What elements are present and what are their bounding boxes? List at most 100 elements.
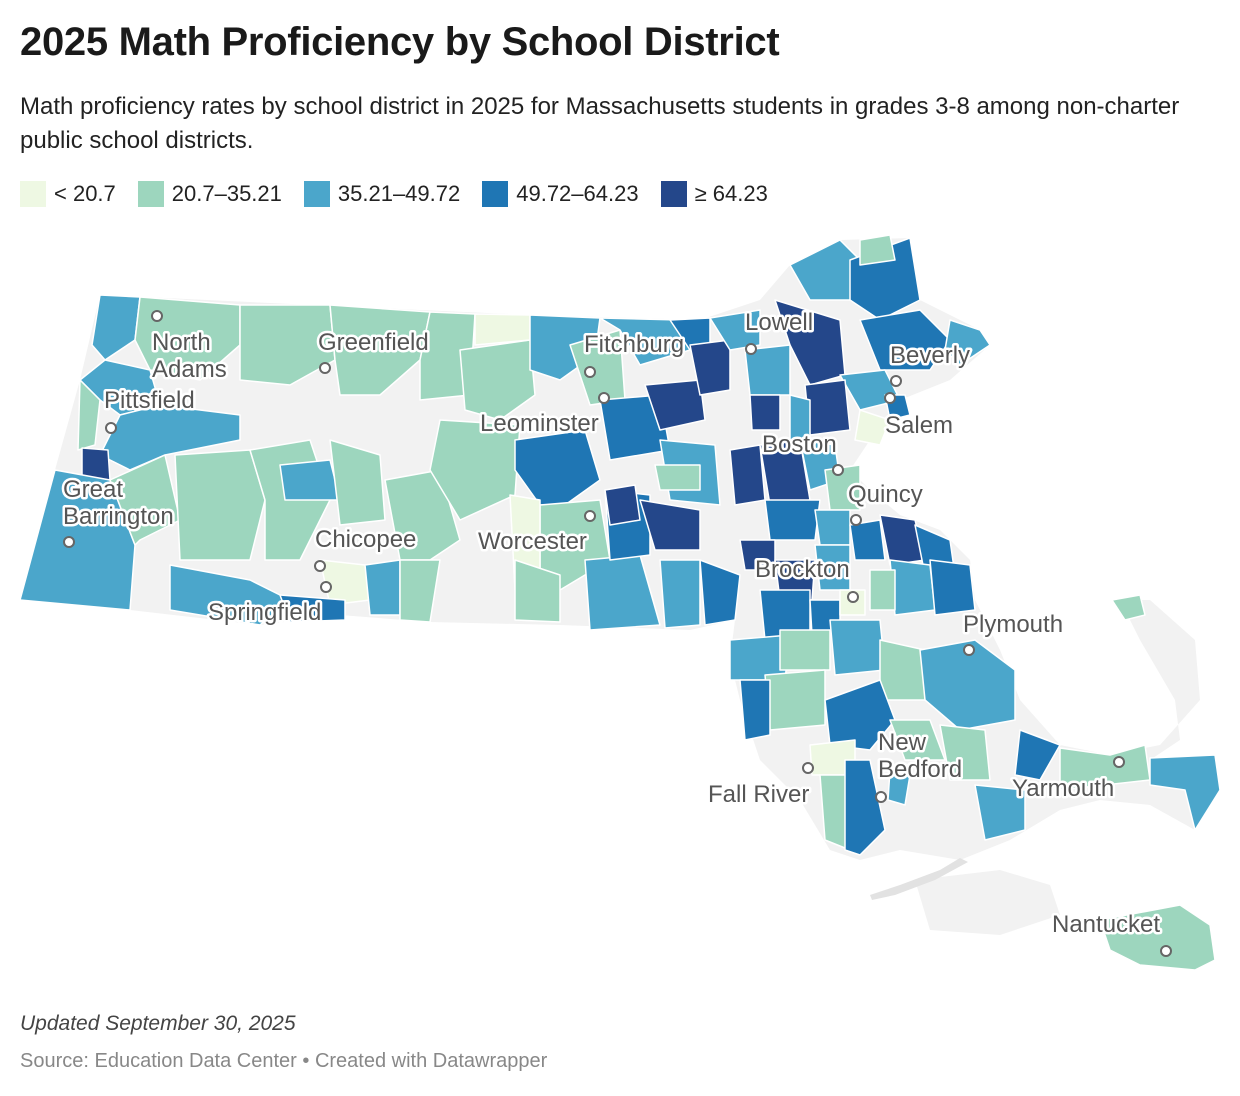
source-note: Source: Education Data Center • Created … (20, 1050, 548, 1072)
legend-label: ≥ 64.23 (694, 181, 768, 206)
district (919, 639, 1016, 731)
district (169, 564, 291, 626)
city-marker (105, 422, 117, 434)
legend-swatch (482, 181, 509, 207)
district (1014, 729, 1061, 781)
district (774, 299, 846, 386)
district (77, 379, 101, 451)
district (814, 509, 851, 546)
district (1111, 594, 1146, 621)
legend-label: 35.21–49.72 (337, 181, 461, 206)
district (849, 519, 886, 561)
city-marker (314, 560, 326, 572)
district (739, 539, 776, 571)
district (329, 439, 386, 526)
city-marker (890, 375, 902, 387)
district (939, 724, 991, 781)
district (659, 559, 701, 629)
city-label: Pittsfield (104, 387, 195, 414)
city-label: Fitchburg (584, 331, 684, 358)
district (844, 759, 886, 856)
legend-item: 49.72–64.23 (482, 181, 639, 207)
district (604, 484, 641, 526)
district (654, 464, 701, 491)
city-markers (63, 310, 1172, 957)
district (869, 569, 896, 611)
district (764, 499, 821, 541)
district (859, 309, 951, 371)
city-label: Leominster (480, 410, 599, 437)
city-label: Great Barrington (63, 476, 174, 530)
district (474, 313, 531, 346)
district (824, 679, 896, 751)
legend-item: ≥ 64.23 (660, 181, 768, 207)
district (689, 339, 731, 396)
chart-subtitle: Math proficiency rates by school distric… (20, 93, 1180, 154)
district (829, 619, 886, 676)
district (739, 679, 771, 741)
city-label: Worcester (478, 528, 587, 555)
district (239, 304, 336, 386)
city-label: New Bedford (878, 729, 962, 783)
district (644, 379, 706, 431)
district (419, 311, 476, 401)
city-label: Yarmouth (1012, 775, 1114, 802)
city-label: Greenfield (318, 329, 429, 356)
city-label: Lowell (745, 309, 813, 336)
district (91, 294, 141, 361)
district (639, 499, 701, 551)
district (279, 594, 346, 623)
legend-swatch (660, 181, 687, 207)
district (399, 559, 441, 623)
city-label: Beverly (890, 342, 970, 369)
city-marker (832, 464, 844, 476)
district-regions (19, 234, 1221, 856)
legend: < 20.7 20.7–35.21 35.21–49.72 49.72–64.2… (20, 181, 790, 207)
updated-note: Updated September 30, 2025 (20, 1012, 296, 1035)
district (859, 234, 896, 266)
district (974, 784, 1026, 841)
district (109, 454, 181, 546)
city-label: Plymouth (963, 611, 1063, 638)
district (749, 394, 781, 431)
legend-swatch (303, 181, 330, 207)
city-marker (63, 536, 75, 548)
legend-label: < 20.7 (54, 181, 116, 206)
city-marker (598, 392, 610, 404)
city-label: Chicopee (315, 526, 416, 553)
district (699, 559, 741, 626)
district (279, 459, 341, 501)
district (929, 559, 976, 616)
city-label: Brockton (755, 556, 850, 583)
district (854, 409, 891, 446)
district (514, 559, 561, 623)
district (764, 669, 826, 731)
district (889, 719, 946, 761)
district (709, 309, 761, 351)
choropleth-map: North Adams Greenfield Fitchburg Lowell B… (19, 234, 1221, 971)
district (19, 469, 136, 611)
city-marker (584, 366, 596, 378)
city-marker (319, 362, 331, 374)
district (729, 444, 766, 506)
legend-item: 20.7–35.21 (137, 181, 282, 207)
city-marker (151, 310, 163, 322)
district (429, 419, 521, 521)
chart-title: 2025 Math Proficiency by School District (20, 20, 780, 64)
district (174, 449, 266, 561)
city-marker (802, 762, 814, 774)
city-marker (884, 392, 896, 404)
legend-swatch (137, 181, 164, 207)
city-label: Salem (885, 412, 953, 439)
city-marker (584, 510, 596, 522)
legend-item: < 20.7 (20, 181, 116, 207)
legend-item: 35.21–49.72 (303, 181, 461, 207)
city-marker (745, 343, 757, 355)
district (364, 559, 401, 616)
district (889, 559, 936, 616)
district (804, 379, 851, 436)
city-marker (1113, 756, 1125, 768)
city-marker (847, 591, 859, 603)
city-label: Fall River (708, 781, 809, 808)
district (824, 464, 861, 511)
